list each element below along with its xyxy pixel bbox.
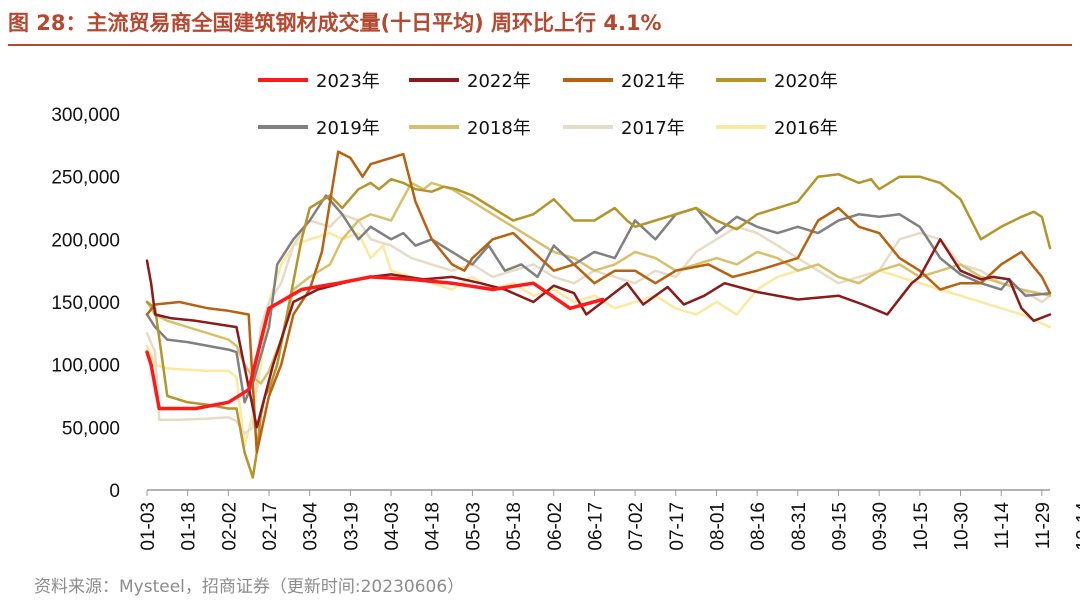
legend-label: 2022年	[467, 71, 531, 92]
x-tick-label: 03-04	[301, 502, 322, 551]
series-line-2022	[145, 238, 1052, 429]
x-tick-label: 07-02	[626, 502, 647, 551]
x-tick-label: 11-14	[992, 502, 1013, 550]
title-divider	[8, 44, 1072, 46]
legend-label: 2018年	[467, 118, 531, 139]
line-chart: 2023年 2022年 2021年 2020年 2019年 2018年 2017年 2016年…	[51, 71, 1080, 551]
series-line-2019	[145, 194, 1052, 404]
x-tick-label: 08-01	[707, 502, 728, 551]
y-tick-label: 300,000	[51, 105, 120, 126]
x-tick-label: 06-17	[585, 502, 606, 551]
source-note: 资料来源：Mysteel，招商证券（更新时间:20230606）	[34, 577, 465, 597]
series-line-2023	[145, 275, 605, 411]
y-tick-label: 250,000	[51, 168, 120, 189]
x-tick-label: 01-03	[138, 502, 159, 551]
x-tick-label: 07-17	[667, 502, 688, 551]
legend-label: 2021年	[621, 71, 685, 92]
y-tick-label: 0	[109, 481, 120, 502]
chart-title: 图 28：主流贸易商全国建筑钢材成交量(十日平均) 周环比上行 4.1%	[8, 11, 662, 35]
y-tick-label: 200,000	[51, 230, 120, 251]
series-line-2020	[145, 172, 1052, 479]
legend-label: 2020年	[774, 71, 838, 92]
plot-area	[145, 150, 1052, 479]
y-tick-label: 100,000	[51, 356, 120, 377]
x-tick-label: 03-19	[341, 502, 362, 551]
chart-legend: 2023年 2022年 2021年 2020年 2019年 2018年 2017年 2016年	[258, 71, 838, 139]
x-tick-label: 05-03	[463, 502, 484, 551]
legend-label: 2016年	[774, 118, 838, 139]
legend-label: 2023年	[316, 71, 380, 92]
legend-label: 2019年	[316, 118, 380, 139]
x-tick-label: 09-30	[870, 502, 891, 551]
series-line-2021	[145, 150, 1052, 454]
y-axis: 0 50,000 100,000 150,000 200,000 250,000 300,0…	[51, 105, 120, 502]
y-tick-label: 50,000	[62, 418, 120, 439]
x-tick-label: 02-17	[260, 502, 281, 551]
x-tick-label: 05-18	[504, 502, 525, 551]
series-line-2018	[145, 181, 1052, 385]
x-tick-label: 04-03	[382, 502, 403, 551]
x-axis: 01-03 01-18 02-02 02-17 03-04 03-19 04-03 04-18…	[138, 489, 1080, 551]
x-tick-label: 06-02	[545, 502, 566, 551]
x-tick-label: 09-15	[829, 502, 850, 551]
x-tick-label: 08-31	[789, 502, 810, 551]
y-tick-label: 150,000	[51, 293, 120, 314]
x-tick-label: 10-30	[952, 502, 973, 551]
x-tick-label: 08-16	[748, 502, 769, 551]
x-tick-label: 12-14	[1074, 502, 1080, 551]
series-line-2017	[145, 213, 1052, 435]
x-tick-label: 10-15	[911, 502, 932, 551]
legend-label: 2017年	[621, 118, 685, 139]
x-tick-label: 04-18	[423, 502, 444, 551]
x-tick-label: 01-18	[179, 502, 200, 551]
x-tick-label: 02-02	[219, 502, 240, 551]
x-tick-label: 11-29	[1033, 502, 1054, 549]
